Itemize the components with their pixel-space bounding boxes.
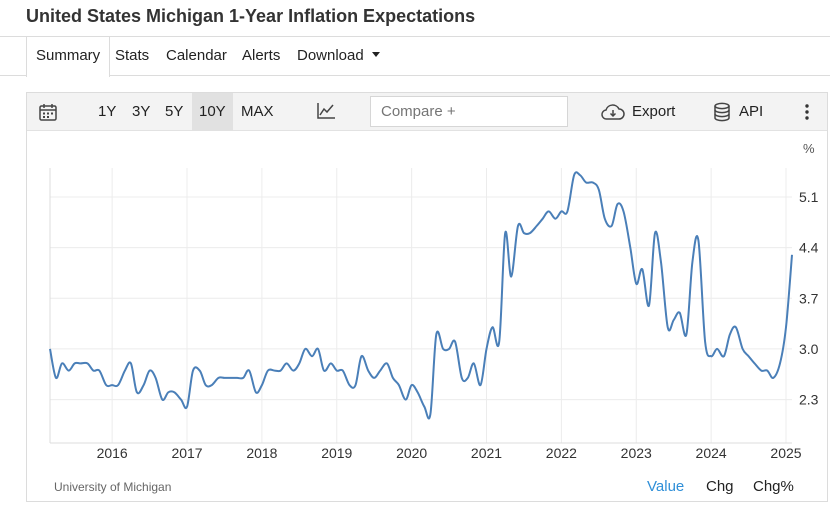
series-line xyxy=(49,171,793,420)
cloud-download-icon[interactable] xyxy=(601,103,625,121)
export-button[interactable]: Export xyxy=(632,103,676,120)
range-1y-button[interactable]: 1Y xyxy=(98,103,117,120)
y-tick-label: 5.1 xyxy=(799,189,819,205)
line-chart-icon[interactable] xyxy=(316,102,336,120)
page-title: United States Michigan 1-Year Inflation … xyxy=(26,6,476,26)
more-vertical-icon[interactable] xyxy=(805,104,809,120)
chart-toolbar: 1Y 3Y 5Y 10Y MAX Export API xyxy=(27,93,827,131)
x-tick-label: 2024 xyxy=(696,445,727,461)
compare-input[interactable] xyxy=(370,96,568,127)
tab-bar: Summary Stats Calendar Alerts Download xyxy=(0,36,830,77)
chart-panel: 1Y 3Y 5Y 10Y MAX Export API 2.3 3.0 3.7 4.4… xyxy=(26,92,828,502)
range-10y-button[interactable]: 10Y xyxy=(192,93,233,131)
chg-tab[interactable]: Chg xyxy=(706,478,734,495)
tab-download[interactable]: Download xyxy=(297,37,380,76)
chgpct-tab[interactable]: Chg% xyxy=(753,478,794,495)
database-icon[interactable] xyxy=(713,102,731,122)
range-3y-button[interactable]: 3Y xyxy=(132,103,151,120)
x-tick-label: 2025 xyxy=(770,445,801,461)
tab-summary[interactable]: Summary xyxy=(26,37,111,77)
x-tick-label: 2022 xyxy=(546,445,577,461)
y-tick-label: 4.4 xyxy=(799,240,819,256)
x-tick-label: 2019 xyxy=(321,445,352,461)
tab-alerts[interactable]: Alerts xyxy=(242,47,281,64)
range-max-button[interactable]: MAX xyxy=(241,103,274,120)
caret-down-icon xyxy=(371,51,380,57)
line-chart: 2.3 3.0 3.7 4.4 5.1% 2016 2017 2018 2019 2020 2021… xyxy=(49,141,819,461)
x-tick-label: 2021 xyxy=(471,445,502,461)
y-tick-label: 3.7 xyxy=(799,290,819,306)
y-tick-label: 2.3 xyxy=(799,392,819,408)
x-tick-label: 2023 xyxy=(621,445,652,461)
x-tick-label: 2018 xyxy=(246,445,277,461)
calendar-icon[interactable] xyxy=(39,103,57,121)
source-label: University of Michigan xyxy=(54,480,172,494)
x-tick-label: 2017 xyxy=(171,445,202,461)
range-5y-button[interactable]: 5Y xyxy=(165,103,184,120)
unit-label: % xyxy=(803,141,815,156)
api-button[interactable]: API xyxy=(739,103,764,120)
y-tick-label: 3.0 xyxy=(799,341,819,357)
x-tick-label: 2020 xyxy=(396,445,427,461)
x-tick-label: 2016 xyxy=(97,445,128,461)
tab-stats[interactable]: Stats xyxy=(115,47,150,64)
tab-calendar[interactable]: Calendar xyxy=(166,47,227,64)
value-tab[interactable]: Value xyxy=(647,478,685,495)
tab-download-label: Download xyxy=(297,47,364,64)
